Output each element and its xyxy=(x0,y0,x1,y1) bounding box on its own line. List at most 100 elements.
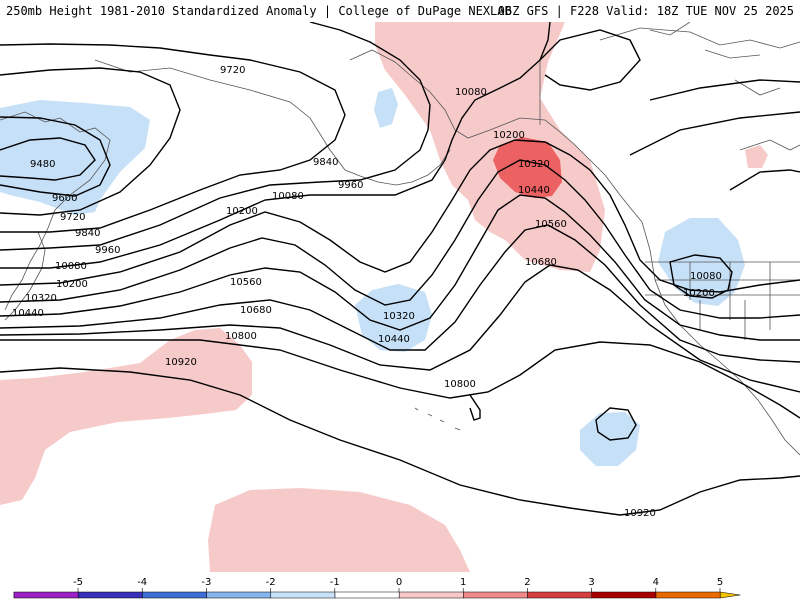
colorbar-swatch xyxy=(591,591,657,599)
us-border-2 xyxy=(655,262,800,330)
contour-label: 10200 xyxy=(493,130,525,141)
model-run-label: 06Z GFS | F228 Valid: 18Z TUE NOV 25 202… xyxy=(497,4,794,18)
colorbar-ticks: -5 -4 -3 -2 -1 0 1 2 3 4 5 xyxy=(73,577,723,592)
colorbar-tick-label: 5 xyxy=(717,577,723,588)
contour-label: 9960 xyxy=(95,245,120,256)
contour-9480 xyxy=(0,137,96,181)
contour-9960 xyxy=(0,22,431,251)
contour-label: 10440 xyxy=(518,185,550,196)
header-bar: 250mb Height 1981-2010 Standardized Anom… xyxy=(0,0,800,22)
contour-label: 10080 xyxy=(455,87,487,98)
colorbar-swatch xyxy=(270,591,336,599)
contour-9720 xyxy=(0,67,181,216)
colorbar-swatch xyxy=(206,591,272,599)
colorbar-tick-label: -4 xyxy=(137,577,147,588)
contour-northeast xyxy=(649,79,800,101)
colorbar-swatches xyxy=(13,591,741,599)
colorbar-swatch xyxy=(142,591,207,599)
us-border-3 xyxy=(645,294,800,340)
contour-label: 10080 xyxy=(272,191,304,202)
contour-label: 10200 xyxy=(56,279,88,290)
contour-label: 10320 xyxy=(383,311,415,322)
contour-10440 xyxy=(0,194,800,341)
contour-label: 10320 xyxy=(518,159,550,170)
colorbar-tick-label: 2 xyxy=(524,577,530,588)
negative-anomaly-northwest xyxy=(374,88,398,128)
contour-label: 10200 xyxy=(226,206,258,217)
contour-10680 xyxy=(0,264,800,393)
contour-10800-loop xyxy=(469,394,481,421)
contour-label: 10800 xyxy=(225,331,257,342)
contour-label: 10920 xyxy=(624,508,656,519)
positive-anomaly-canada xyxy=(745,145,768,168)
contour-label: 9840 xyxy=(75,228,100,239)
contour-label: 10080 xyxy=(690,271,722,282)
colorbar-tick-label: -2 xyxy=(266,577,276,588)
contour-label: 9960 xyxy=(338,180,363,191)
colorbar-swatch xyxy=(334,591,400,599)
colorbar-tick-label: 1 xyxy=(460,577,466,588)
negative-anomaly-central-pacific xyxy=(355,284,432,352)
contour-canada xyxy=(729,169,800,191)
colorbar-swatch xyxy=(655,591,721,599)
height-contours xyxy=(0,22,800,516)
anomaly-colorbar: -5 -4 -3 -2 -1 0 1 2 3 4 5 xyxy=(0,572,800,600)
contour-label: 10320 xyxy=(25,293,57,304)
contour-north-loop xyxy=(539,29,641,91)
contour-10920 xyxy=(0,367,800,516)
contour-10560 xyxy=(0,224,800,363)
colorbar-swatch xyxy=(527,591,593,599)
contour-10200 xyxy=(0,139,800,293)
colorbar-tick-label: 4 xyxy=(653,577,659,588)
contour-label: 9840 xyxy=(313,157,338,168)
contour-10080-west xyxy=(0,22,551,269)
map-title: 250mb Height 1981-2010 Standardized Anom… xyxy=(6,4,512,18)
colorbar-tick-label: 3 xyxy=(588,577,594,588)
colorbar-tick-label: -1 xyxy=(330,577,340,588)
positive-anomaly-south-pacific xyxy=(208,488,470,572)
contour-label: 9480 xyxy=(30,159,55,170)
colorbar-tick-label: -5 xyxy=(73,577,83,588)
contour-label: 10560 xyxy=(535,219,567,230)
contour-label: 10440 xyxy=(378,334,410,345)
anomaly-shading xyxy=(0,22,768,572)
contour-label: 9720 xyxy=(60,212,85,223)
aleutian-chain xyxy=(344,149,451,186)
contour-label: 10080 xyxy=(55,261,87,272)
colorbar-swatch xyxy=(463,591,528,599)
contour-9600 xyxy=(0,116,111,197)
contour-label: 9720 xyxy=(220,65,245,76)
colorbar-tick-label: 0 xyxy=(396,577,402,588)
contour-west-us-10080 xyxy=(669,254,733,299)
contour-10800 xyxy=(0,339,800,419)
colorbar-swatch xyxy=(77,591,143,599)
negative-anomaly-subtropical xyxy=(580,412,640,466)
contour-10320 xyxy=(0,159,800,319)
contour-northeast-2 xyxy=(629,111,800,156)
positive-anomaly-west-pacific xyxy=(0,328,252,505)
bering-coast xyxy=(94,59,346,171)
contour-label: 10680 xyxy=(525,257,557,268)
contour-labels: 9720 10080 10200 10320 10440 10560 10680… xyxy=(12,65,722,519)
canada-islands xyxy=(649,22,781,96)
contour-label: 9600 xyxy=(52,193,77,204)
alaska-coast xyxy=(349,49,643,223)
colorbar-swatch xyxy=(398,591,464,599)
kamchatka-coast xyxy=(4,231,46,321)
canada-north-coast xyxy=(599,27,800,49)
hudson-coast xyxy=(739,139,800,151)
colorbar-tick-label: -3 xyxy=(201,577,211,588)
colorbar-swatch xyxy=(719,591,741,599)
contour-9840 xyxy=(0,43,346,233)
strong-positive-anomaly xyxy=(493,137,562,198)
contour-label: 10440 xyxy=(12,308,44,319)
anomaly-map: 9720 10080 10200 10320 10440 10560 10680… xyxy=(0,22,800,572)
positive-anomaly-gulf-alaska xyxy=(375,22,605,272)
contour-label: 10680 xyxy=(240,305,272,316)
contour-label: 10560 xyxy=(230,277,262,288)
contour-label: 10800 xyxy=(444,379,476,390)
hawaii-islands xyxy=(414,407,461,431)
contour-label: 10200 xyxy=(683,288,715,299)
contour-label: 10920 xyxy=(165,357,197,368)
